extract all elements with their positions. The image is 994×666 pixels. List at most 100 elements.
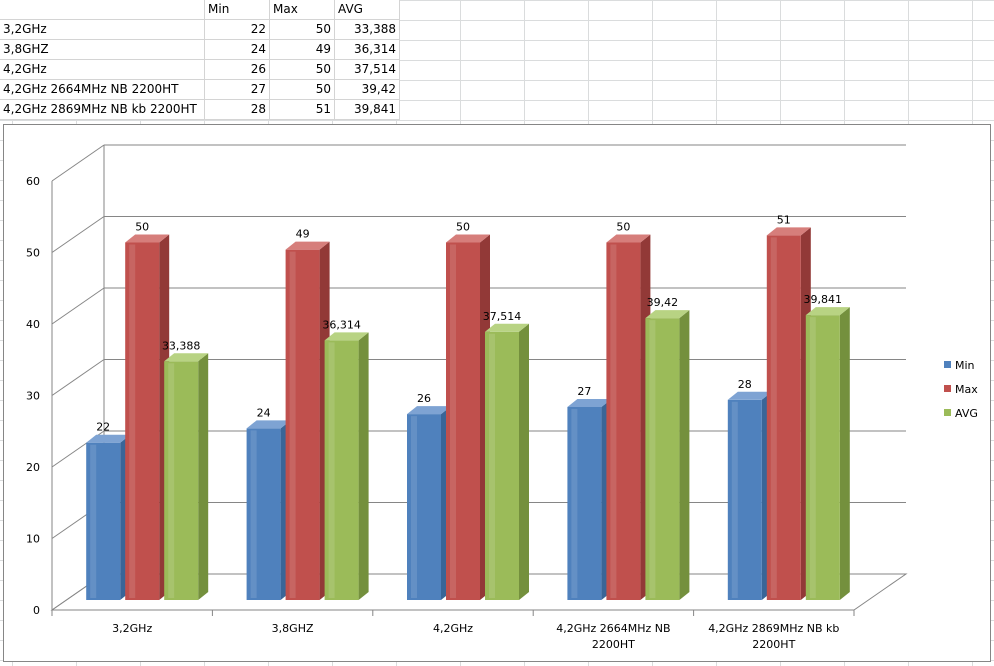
bar-highlight [571, 408, 578, 598]
header-cell[interactable]: AVG [334, 0, 400, 20]
bar-max [285, 249, 320, 600]
bar-avg [324, 340, 359, 600]
table-row: 4,2GHz 2869MHz NB kb 2200HT 28 51 39,841 [0, 99, 400, 120]
value-cell[interactable]: 28 [204, 99, 270, 120]
bar-highlight [489, 333, 495, 598]
bar-min [246, 428, 281, 600]
row-label-cell[interactable]: 4,2GHz 2664MHz NB 2200HT [0, 79, 205, 100]
bar-highlight [450, 244, 456, 598]
value-cell[interactable]: 50 [269, 19, 335, 40]
bar-highlight [731, 401, 738, 598]
table-row: 3,8GHZ 24 49 36,314 [0, 39, 400, 60]
y-tick-label: 60 [26, 175, 40, 188]
bar-avg [645, 318, 680, 600]
bar-highlight [610, 244, 617, 598]
bar-highlight [328, 342, 335, 598]
x-category-label: 3,8GHZ [272, 622, 314, 635]
legend-label: Min [955, 359, 975, 372]
wall-gridline [51, 216, 105, 253]
bar-side-avg [839, 307, 850, 600]
x-category-label: 4,2GHz 2664MHz NB [556, 622, 670, 635]
row-label-cell[interactable]: 3,8GHZ [0, 39, 205, 60]
chart-area[interactable]: 0 10 20 30 40 50 60 22 50 33,388 3,2GHz 24 49 36,314 3… [3, 124, 991, 662]
bar-min [567, 406, 602, 600]
legend-swatch-avg [944, 409, 951, 416]
table-row: 4,2GHz 26 50 37,514 [0, 59, 400, 80]
x-category-label: 3,2GHz [112, 622, 152, 635]
wall-gridline [51, 287, 105, 325]
data-label: 33,388 [162, 339, 201, 352]
y-tick-label: 0 [33, 604, 40, 617]
value-cell[interactable]: 22 [204, 19, 270, 40]
bar-top-min [727, 391, 772, 400]
bar-min [407, 414, 441, 600]
legend-label: AVG [955, 407, 978, 420]
value-cell[interactable]: 51 [269, 99, 335, 120]
y-tick-label: 50 [26, 247, 40, 260]
bar-top-avg [645, 310, 690, 319]
bar-avg [164, 361, 199, 600]
value-cell[interactable]: 36,314 [334, 39, 400, 60]
data-label: 50 [456, 221, 470, 234]
bar-side-avg [198, 353, 209, 600]
data-label: 37,514 [483, 310, 522, 323]
value-cell[interactable]: 39,42 [334, 79, 400, 100]
value-cell[interactable]: 27 [204, 79, 270, 100]
data-label: 50 [616, 221, 630, 234]
legend-label: Max [955, 383, 978, 396]
table-row: 3,2GHz 22 50 33,388 [0, 19, 400, 40]
bar-top-avg [485, 323, 529, 332]
data-label: 39,841 [804, 293, 843, 306]
x-category-label: 4,2GHz [433, 622, 473, 635]
value-cell[interactable]: 37,514 [334, 59, 400, 80]
bar-highlight [289, 251, 296, 598]
bar-top-min [246, 420, 291, 429]
value-cell[interactable]: 33,388 [334, 19, 400, 40]
bar-avg [485, 331, 519, 600]
bar-highlight [411, 416, 417, 598]
bar-highlight [770, 237, 777, 598]
bar-top-max [446, 234, 490, 243]
data-label: 28 [738, 378, 752, 391]
bar-highlight [809, 317, 816, 598]
bar-top-avg [164, 353, 209, 362]
data-label: 24 [257, 406, 271, 419]
bar-max [125, 242, 160, 600]
row-label-cell[interactable]: 4,2GHz [0, 59, 205, 80]
header-cell[interactable] [0, 0, 205, 20]
bar-highlight [129, 244, 136, 598]
table-header-row: Min Max AVG [0, 0, 400, 20]
wall-gridline [51, 359, 105, 396]
value-cell[interactable]: 39,841 [334, 99, 400, 120]
data-label: 36,314 [322, 318, 361, 331]
data-label: 22 [96, 421, 110, 434]
bar-highlight [168, 363, 175, 598]
bar-top-avg [324, 332, 369, 341]
data-label: 51 [777, 213, 791, 226]
header-cell[interactable]: Max [269, 0, 335, 20]
bar-top-max [606, 234, 651, 243]
legend-swatch-max [944, 385, 951, 392]
row-label-cell[interactable]: 4,2GHz 2869MHz NB kb 2200HT [0, 99, 205, 120]
value-cell[interactable]: 50 [269, 79, 335, 100]
row-label-cell[interactable]: 3,2GHz [0, 19, 205, 40]
data-label: 26 [417, 392, 431, 405]
value-cell[interactable]: 49 [269, 39, 335, 60]
wall-gridline [51, 144, 105, 182]
value-cell[interactable]: 26 [204, 59, 270, 80]
bar-side-avg [519, 323, 529, 600]
bar-top-min [567, 398, 612, 407]
value-cell[interactable]: 24 [204, 39, 270, 60]
y-tick-label: 30 [26, 390, 40, 403]
bar-side-avg [358, 332, 369, 600]
x-category-label: 2200HT [752, 638, 795, 651]
bar-top-max [285, 241, 330, 250]
data-label: 49 [296, 228, 310, 241]
value-cell[interactable]: 50 [269, 59, 335, 80]
bar-top-max [125, 234, 170, 243]
bar-avg [805, 315, 840, 600]
data-label: 50 [135, 221, 149, 234]
header-cell[interactable]: Min [204, 0, 270, 20]
table-row: 4,2GHz 2664MHz NB 2200HT 27 50 39,42 [0, 79, 400, 100]
